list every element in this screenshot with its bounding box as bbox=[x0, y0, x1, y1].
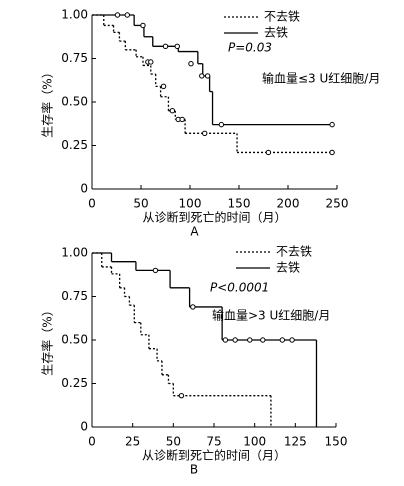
x-tick-label: 150 bbox=[228, 197, 251, 211]
censor-mark bbox=[190, 304, 196, 310]
censor-mark bbox=[218, 121, 225, 128]
censor-mark bbox=[174, 43, 180, 50]
censor-mark bbox=[179, 116, 185, 123]
panel-label: A bbox=[190, 225, 199, 239]
legend-label: 去铁 bbox=[264, 26, 288, 40]
censor-mark bbox=[199, 73, 205, 79]
y-axis-title: 生存率（%） bbox=[40, 304, 55, 375]
legend-label: 不去铁 bbox=[276, 245, 312, 259]
censor-mark bbox=[279, 337, 286, 343]
x-tick-label: 0 bbox=[88, 197, 96, 211]
censor-mark bbox=[124, 12, 130, 18]
censor-mark bbox=[202, 130, 208, 137]
x-tick-label: 200 bbox=[277, 197, 300, 211]
y-axis-title: 生存率（%） bbox=[40, 66, 55, 137]
x-axis-title: 从诊断到死亡的时间（月） bbox=[142, 448, 286, 463]
censor-mark bbox=[260, 337, 266, 343]
censor-mark bbox=[152, 267, 159, 274]
censor-mark bbox=[222, 337, 229, 343]
censor-mark bbox=[169, 108, 176, 114]
censor-mark bbox=[265, 149, 272, 156]
y-tick-label: 1.00 bbox=[61, 246, 88, 260]
censor-mark bbox=[204, 73, 211, 79]
y-tick-label: 0 bbox=[80, 182, 88, 196]
censor-mark bbox=[178, 392, 185, 399]
x-tick-label: 250 bbox=[326, 197, 349, 211]
annotation: 输血量≤3 U红细胞/月 bbox=[262, 71, 380, 86]
x-tick-label: 25 bbox=[125, 435, 140, 449]
annotation: P=0.03 bbox=[228, 41, 272, 55]
y-tick-label: 0.25 bbox=[61, 138, 88, 152]
legend-label: 去铁 bbox=[276, 261, 300, 275]
x-tick-label: 75 bbox=[206, 435, 221, 449]
legend-label: 不去铁 bbox=[264, 10, 300, 24]
panel-label: B bbox=[190, 463, 198, 477]
x-tick-label: 100 bbox=[179, 197, 202, 211]
y-tick-label: 0.75 bbox=[61, 51, 88, 65]
x-tick-label: 100 bbox=[243, 435, 266, 449]
censor-mark bbox=[289, 337, 295, 343]
censor-mark bbox=[140, 22, 146, 29]
x-tick-label: 50 bbox=[166, 435, 181, 449]
x-axis-title: 从诊断到死亡的时间（月） bbox=[142, 210, 286, 225]
y-tick-label: 0.50 bbox=[61, 333, 88, 347]
x-tick-label: 50 bbox=[133, 197, 148, 211]
y-tick-label: 1.00 bbox=[61, 8, 88, 22]
censor-mark bbox=[114, 12, 121, 18]
annotation: P<0.0001 bbox=[210, 281, 269, 295]
x-tick-label: 125 bbox=[284, 435, 307, 449]
censor-mark bbox=[247, 337, 253, 343]
censor-mark bbox=[160, 83, 167, 90]
censor-mark bbox=[148, 59, 154, 65]
x-tick-label: 0 bbox=[88, 435, 96, 449]
y-tick-label: 0.75 bbox=[61, 289, 88, 303]
y-tick-label: 0 bbox=[80, 420, 88, 434]
censor-mark bbox=[329, 121, 335, 128]
censor-mark bbox=[162, 43, 169, 50]
y-tick-label: 0.25 bbox=[61, 376, 88, 390]
censor-mark bbox=[232, 337, 238, 343]
censor-mark bbox=[188, 61, 194, 67]
y-tick-label: 0.50 bbox=[61, 95, 88, 109]
censor-mark bbox=[329, 149, 335, 156]
x-tick-label: 150 bbox=[325, 435, 348, 449]
annotation: 输血量>3 U红细胞/月 bbox=[212, 308, 330, 323]
